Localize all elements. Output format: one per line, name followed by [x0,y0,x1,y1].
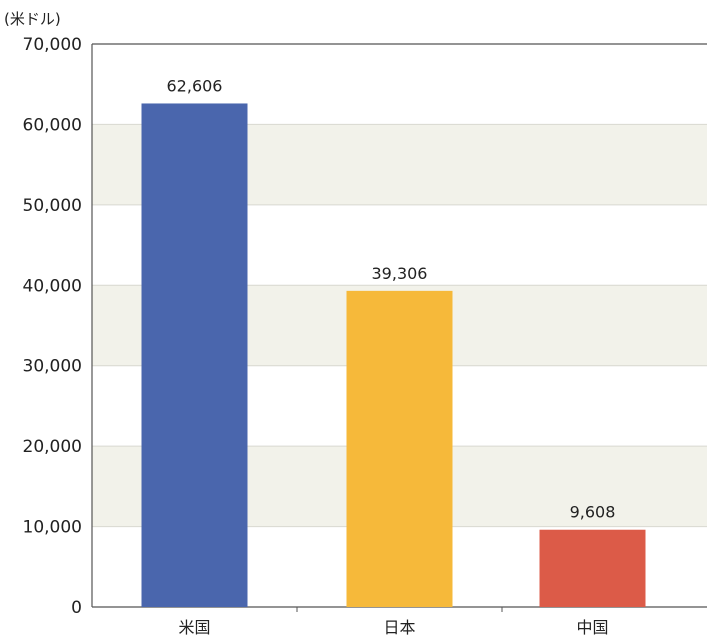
data-label: 39,306 [372,264,428,283]
bar [346,290,453,607]
y-tick-label: 30,000 [23,357,82,377]
data-label: 9,608 [570,503,616,522]
y-tick-label: 20,000 [23,437,82,457]
x-tick-label: 日本 [383,618,415,637]
y-unit-label: (米ドル) [4,10,61,28]
x-tick-label: 米国 [178,618,210,637]
y-tick-label: 60,000 [23,115,82,135]
x-tick-label: 中国 [576,618,608,637]
y-tick-label: 40,000 [23,276,82,296]
y-tick-label: 0 [71,598,82,618]
y-tick-label: 70,000 [23,35,82,55]
bar [141,103,248,608]
bar [539,529,646,607]
y-tick-label: 10,000 [23,518,82,538]
data-label: 62,606 [167,76,223,95]
y-tick-label: 50,000 [23,196,82,216]
